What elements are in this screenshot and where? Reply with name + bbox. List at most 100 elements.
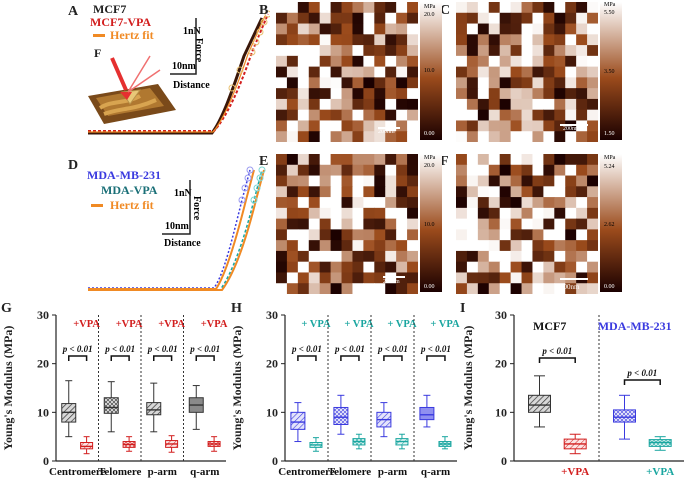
map-pixel <box>543 45 555 57</box>
map-pixel <box>510 283 523 294</box>
map-pixel <box>532 2 544 14</box>
significance-bracket <box>538 357 576 363</box>
box-treated-box <box>80 442 94 450</box>
map-pixel <box>385 261 397 274</box>
map-pixel <box>363 218 375 230</box>
map-pixel <box>286 120 299 132</box>
map-pixel <box>385 197 397 209</box>
map-pixel <box>477 98 490 111</box>
map-pixel <box>499 66 512 78</box>
map-pixel <box>330 45 343 57</box>
map-pixel <box>488 109 501 122</box>
map-pixel <box>341 23 354 35</box>
map-pixel <box>510 120 523 132</box>
map-pixel <box>396 240 408 252</box>
map-pixel <box>576 186 588 198</box>
map-pixel <box>466 2 479 14</box>
map-pixel <box>308 12 321 25</box>
category-label: Telomere <box>98 466 141 478</box>
map-pixel <box>488 23 501 35</box>
map-pixel <box>521 261 534 274</box>
map-pixel <box>554 55 566 68</box>
map-pixel <box>385 55 397 68</box>
map-pixel <box>330 175 343 187</box>
significance-bracket <box>340 355 360 361</box>
map-pixel <box>554 250 566 263</box>
map-pixel <box>554 98 566 111</box>
map-pixel <box>477 45 490 57</box>
map-pixel <box>352 218 364 230</box>
map-pixel <box>407 218 418 230</box>
map-pixel <box>319 23 332 35</box>
map-pixel <box>466 45 479 57</box>
map-pixel <box>456 283 468 294</box>
map-pixel <box>396 77 408 89</box>
map-pixel <box>341 77 354 89</box>
map-pixel <box>521 250 534 263</box>
map-pixel <box>499 164 512 177</box>
map-pixel <box>521 88 534 100</box>
axis-distance-label: Distance <box>173 80 210 91</box>
map-pixel <box>363 45 375 57</box>
colorbar-e-mid: 10.0 <box>424 222 435 228</box>
map-pixel <box>330 120 343 132</box>
y-tick-label: 0 <box>501 454 507 468</box>
map-pixel <box>374 261 386 274</box>
map-pixel <box>276 66 288 78</box>
map-pixel <box>276 164 288 177</box>
box-control-box <box>528 394 551 413</box>
map-pixel <box>510 66 523 78</box>
map-pixel <box>396 120 408 132</box>
group-name-label: MCF7 <box>533 319 566 333</box>
map-pixel <box>276 109 288 122</box>
map-pixel <box>532 175 544 187</box>
map-pixel <box>352 131 364 142</box>
map-pixel <box>297 109 310 122</box>
map-pixel <box>466 55 479 68</box>
map-e-scalebar-label: 200nm <box>383 279 400 285</box>
map-f-scalebar-label: 200nm <box>560 283 580 291</box>
map-pixel <box>554 164 566 177</box>
map-pixel <box>554 283 566 294</box>
map-pixel <box>587 261 598 274</box>
markers-mda-vpa <box>250 166 266 204</box>
colorbar-c-unit: MPa <box>604 2 616 8</box>
map-pixel <box>510 197 523 209</box>
map-pixel <box>510 2 523 14</box>
map-pixel <box>587 55 598 68</box>
map-pixel <box>276 207 288 220</box>
map-pixel <box>341 109 354 122</box>
map-pixel <box>276 23 288 35</box>
map-pixel <box>319 218 332 230</box>
map-pixel <box>319 175 332 187</box>
map-pixel <box>477 175 490 187</box>
map-pixel <box>276 45 288 57</box>
map-pixel <box>374 34 386 46</box>
map-pixel <box>521 34 534 46</box>
map-pixel <box>363 186 375 198</box>
map-pixel <box>466 98 479 111</box>
map-pixel <box>499 98 512 111</box>
map-pixel <box>510 250 523 263</box>
map-pixel <box>565 98 577 111</box>
map-pixel <box>286 34 299 46</box>
map-pixel <box>308 131 321 142</box>
map-pixel <box>330 250 343 263</box>
map-pixel <box>308 154 321 166</box>
map-pixel <box>576 131 588 142</box>
treatment-label: +VPA <box>116 319 143 330</box>
map-pixel <box>319 131 332 142</box>
map-pixel <box>554 207 566 220</box>
map-pixel <box>407 66 418 78</box>
map-pixel <box>532 98 544 111</box>
y-tick-label: 10 <box>495 405 507 419</box>
map-pixel <box>565 88 577 100</box>
panel-label-a: A <box>68 4 79 19</box>
colorbar-e-min: 0.00 <box>424 284 435 290</box>
map-pixel <box>532 229 544 241</box>
map-pixel <box>276 2 288 14</box>
curve-mcf7-vpa <box>88 13 269 132</box>
panel-label-c: C <box>440 3 451 18</box>
map-pixel <box>488 77 501 89</box>
map-pixel <box>374 23 386 35</box>
